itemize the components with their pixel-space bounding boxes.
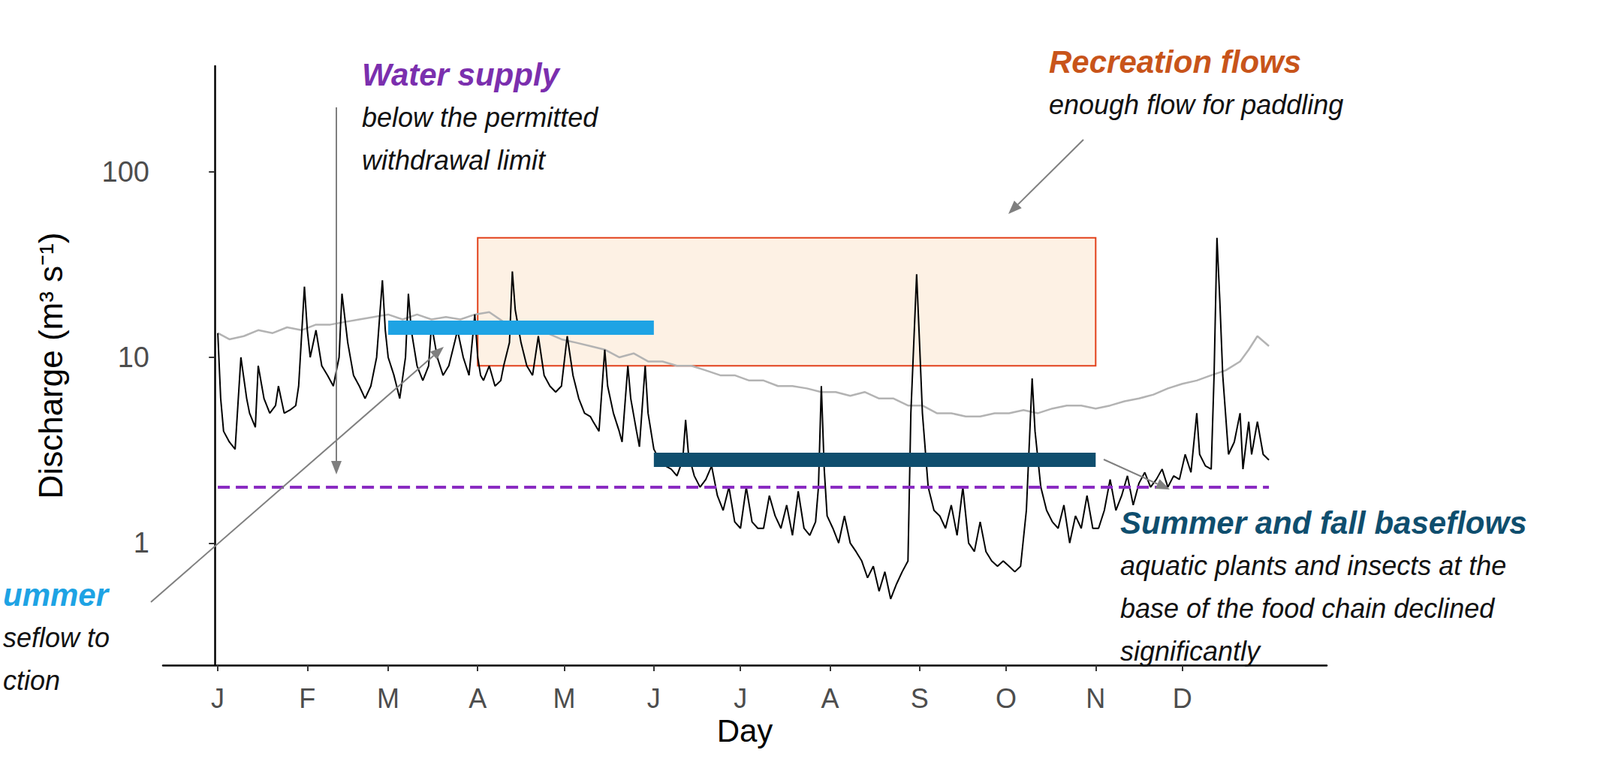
svg-text:ction: ction — [3, 665, 61, 697]
svg-text:below the permitted: below the permitted — [361, 102, 599, 133]
svg-text:Recreation flows: Recreation flows — [1048, 44, 1302, 80]
svg-text:O: O — [995, 683, 1017, 715]
svg-text:enough flow for paddling: enough flow for paddling — [1048, 89, 1344, 121]
svg-text:withdrawal limit: withdrawal limit — [361, 144, 547, 176]
svg-text:100: 100 — [102, 156, 150, 188]
svg-text:M: M — [553, 683, 576, 715]
svg-text:base of the food chain decline: base of the food chain declined — [1120, 593, 1495, 624]
svg-text:J: J — [733, 683, 748, 715]
svg-text:1: 1 — [133, 527, 150, 559]
svg-text:Day: Day — [717, 713, 774, 749]
svg-text:F: F — [298, 683, 316, 715]
svg-text:aquatic plants and insects at: aquatic plants and insects at the — [1120, 550, 1507, 582]
svg-text:Water supply: Water supply — [361, 57, 562, 93]
svg-text:10: 10 — [117, 341, 150, 374]
svg-text:J: J — [647, 683, 661, 715]
svg-text:A: A — [468, 683, 487, 715]
svg-text:Summer and fall baseflows: Summer and fall baseflows — [1120, 505, 1528, 541]
svg-text:significantly: significantly — [1120, 635, 1262, 667]
svg-text:J: J — [210, 683, 225, 715]
svg-text:Discharge (m³ s⁻¹): Discharge (m³ s⁻¹) — [32, 232, 70, 500]
svg-text:N: N — [1085, 683, 1106, 715]
svg-text:ummer: ummer — [3, 577, 111, 613]
svg-text:D: D — [1172, 683, 1193, 715]
svg-text:seflow to: seflow to — [3, 622, 110, 654]
svg-text:A: A — [820, 683, 839, 715]
svg-text:S: S — [910, 683, 929, 715]
svg-text:M: M — [376, 683, 400, 715]
